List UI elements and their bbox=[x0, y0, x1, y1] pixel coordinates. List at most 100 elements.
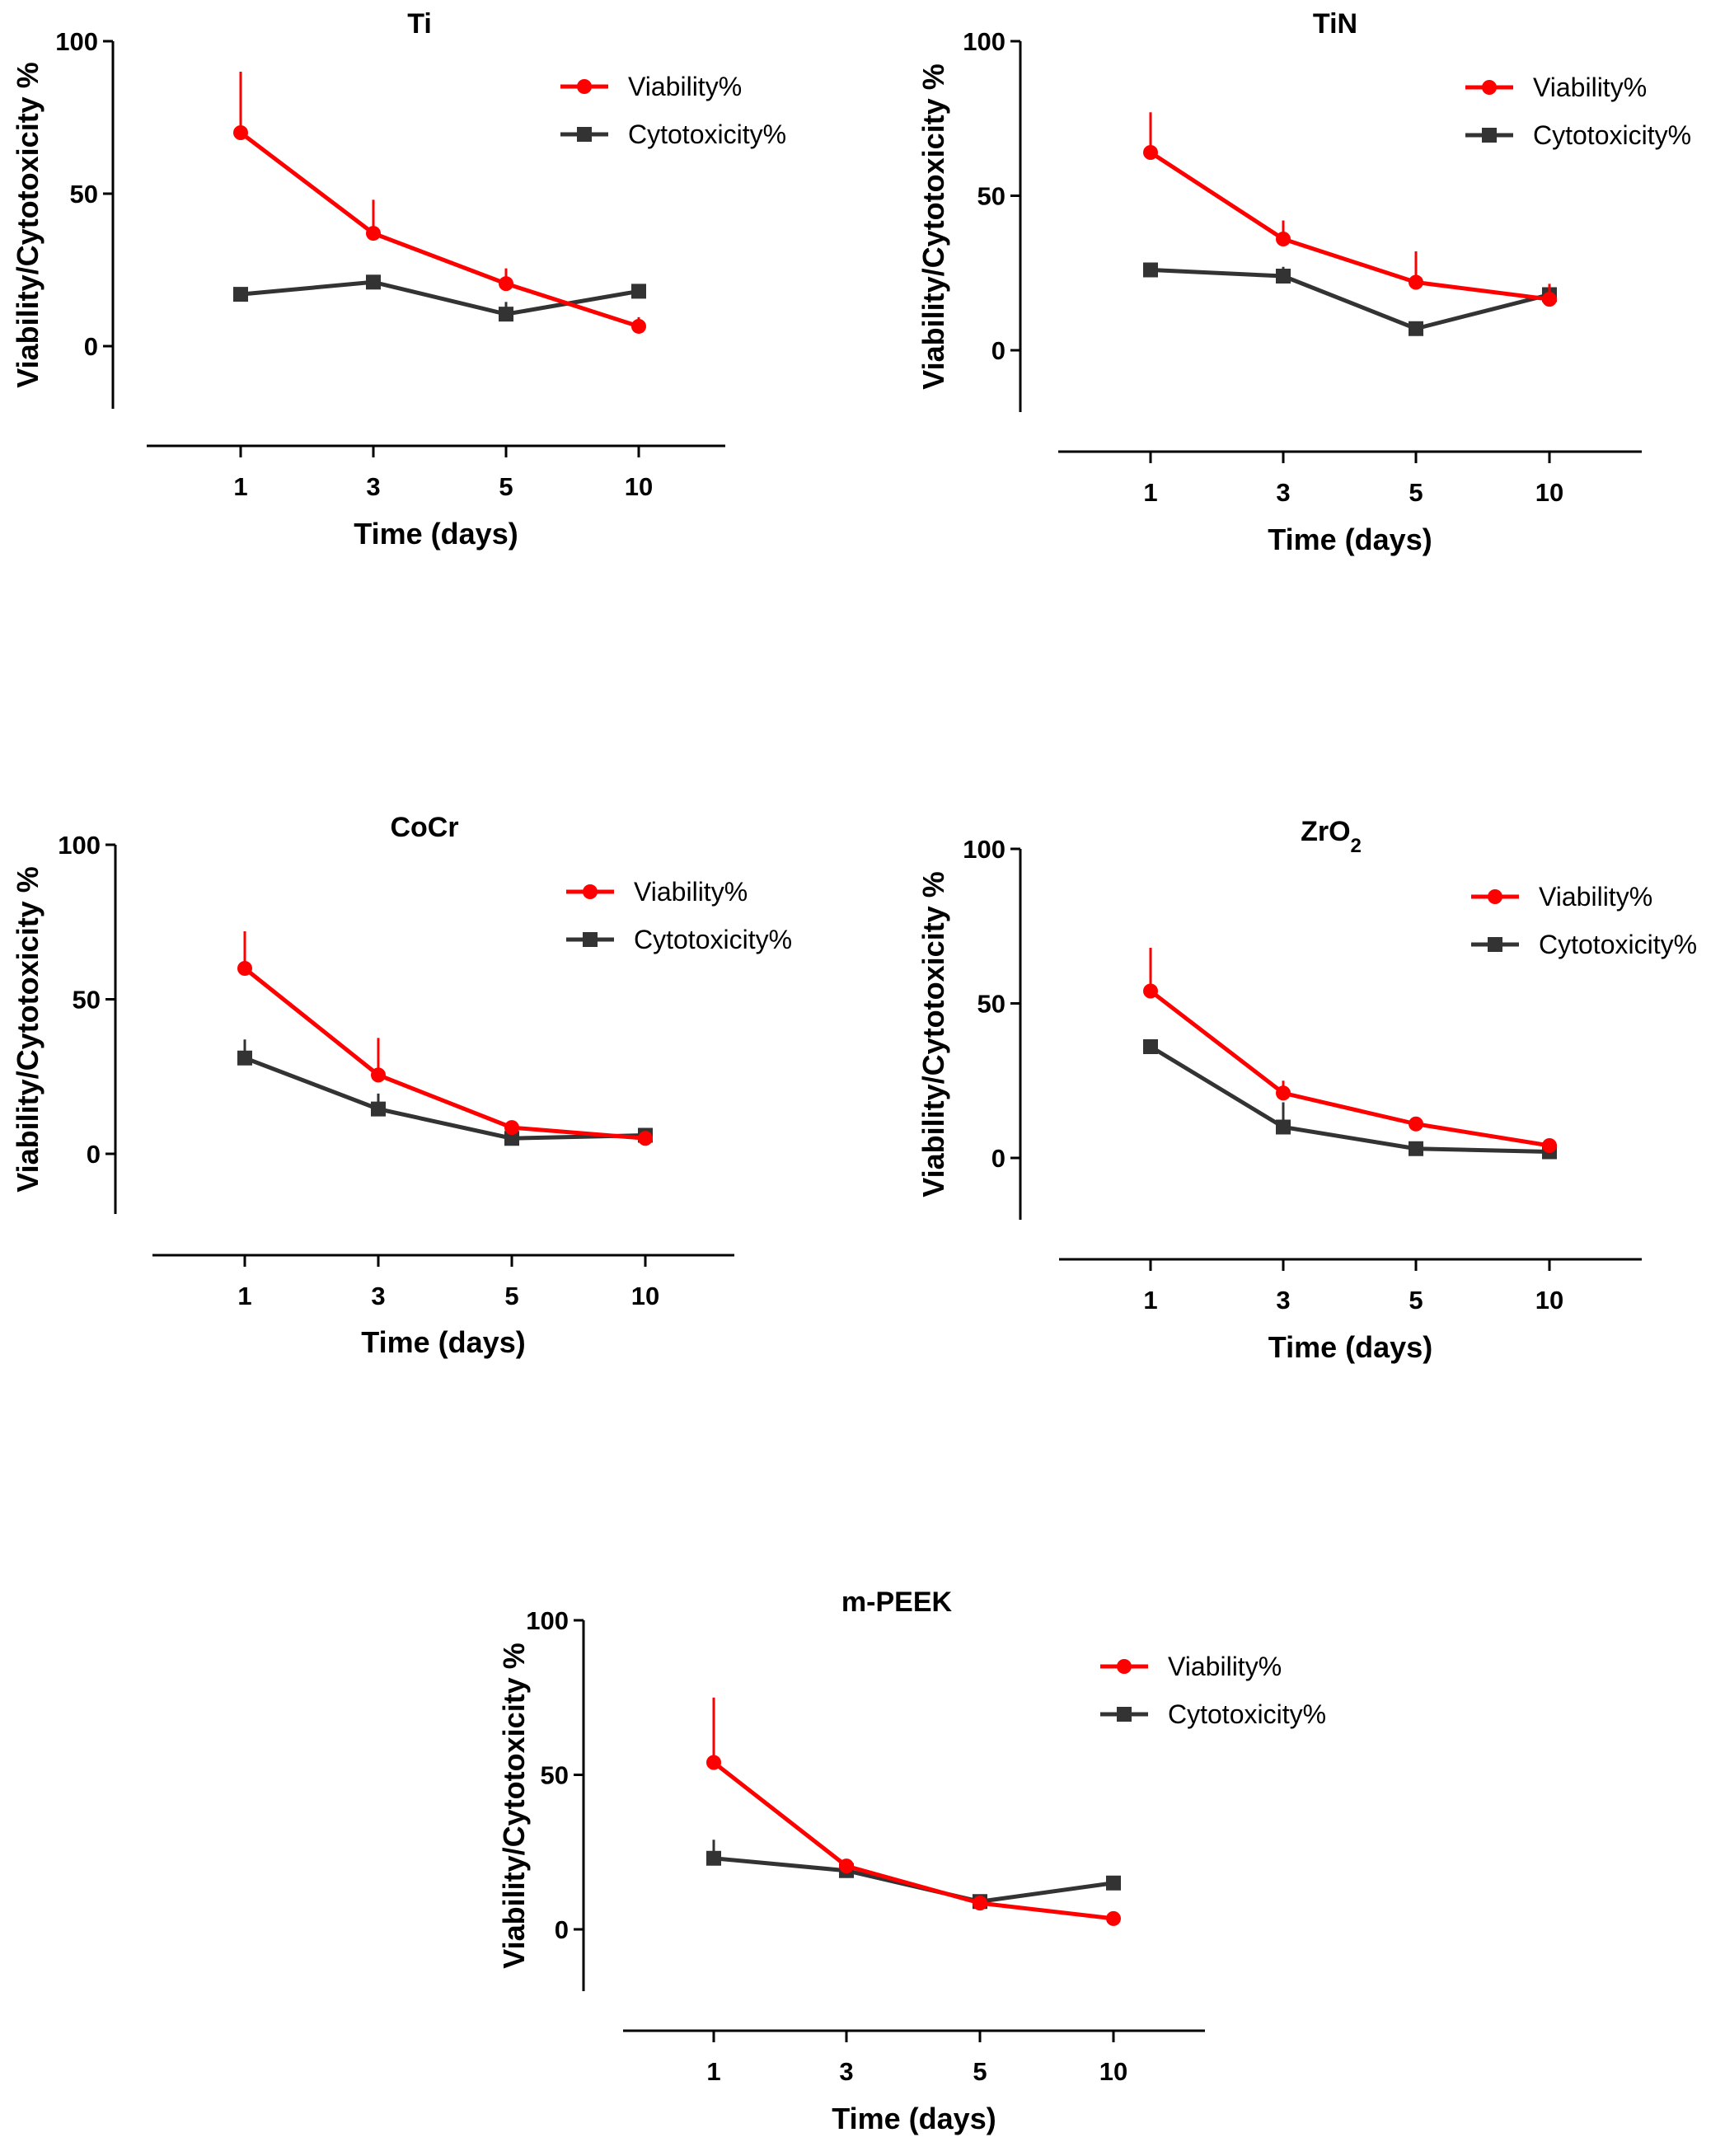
legend-item-viability: Viability% bbox=[1471, 882, 1652, 912]
x-axis-label: Time (days) bbox=[361, 1325, 525, 1359]
x-axis-label: Time (days) bbox=[832, 2102, 996, 2135]
data-point bbox=[499, 276, 513, 292]
x-axis-label: Time (days) bbox=[354, 517, 518, 551]
y-tick-label: 100 bbox=[58, 831, 101, 860]
data-point bbox=[631, 318, 646, 334]
legend-item-cytotoxicity: Cytotoxicity% bbox=[1465, 120, 1691, 150]
chart-panel-5: m-PEEK 0 50 100 Viability/Cytotoxicity % 1 3 5 1… bbox=[497, 1587, 1326, 2135]
x-tick-label: 10 bbox=[1535, 1286, 1563, 1315]
x-tick-label: 5 bbox=[504, 1282, 518, 1310]
series-line bbox=[239, 131, 640, 329]
legend-marker-circle bbox=[577, 79, 592, 94]
chart-title-subscript: 2 bbox=[1351, 835, 1362, 857]
data-point bbox=[1276, 1085, 1291, 1101]
series-cytotoxicity bbox=[706, 1840, 1121, 1910]
data-point bbox=[1143, 1039, 1158, 1054]
data-point bbox=[366, 226, 381, 241]
series-line bbox=[240, 279, 640, 316]
legend-marker-circle bbox=[1117, 1659, 1132, 1674]
chart-title: CoCr bbox=[390, 812, 458, 843]
y-axis-label: Viability/Cytotoxicity % bbox=[916, 871, 950, 1197]
chart-panel-2: TiN 0 50 100 Viability/Cytotoxicity % 1 3 5 10 Ti… bbox=[916, 8, 1691, 556]
legend-item-viability: Viability% bbox=[1100, 1652, 1282, 1681]
legend-item-viability: Viability% bbox=[566, 877, 748, 907]
y-tick-label: 0 bbox=[87, 1140, 101, 1169]
x-axis-label: Time (days) bbox=[1268, 523, 1432, 556]
x-axis-label: Time (days) bbox=[1268, 1330, 1432, 1364]
data-point bbox=[1143, 262, 1158, 278]
y-tick-label: 50 bbox=[541, 1761, 569, 1790]
y-tick-label: 50 bbox=[977, 182, 1005, 211]
series-cytotoxicity bbox=[1143, 1039, 1557, 1160]
series-viability bbox=[706, 1697, 1121, 1926]
legend-marker-circle bbox=[583, 884, 598, 899]
legend-item-cytotoxicity: Cytotoxicity% bbox=[1100, 1699, 1326, 1729]
y-tick-label: 100 bbox=[55, 27, 98, 56]
y-tick-label: 0 bbox=[555, 1915, 569, 1944]
legend-item-cytotoxicity: Cytotoxicity% bbox=[1471, 930, 1697, 959]
legend-marker-circle bbox=[1488, 889, 1502, 904]
series-cytotoxicity bbox=[233, 274, 646, 322]
series-line bbox=[1150, 268, 1550, 331]
data-point bbox=[499, 307, 513, 322]
series-line bbox=[1149, 150, 1550, 302]
x-tick-label: 3 bbox=[366, 472, 380, 501]
legend-label: Cytotoxicity% bbox=[1533, 120, 1691, 150]
y-axis-label: Viability/Cytotoxicity % bbox=[916, 63, 950, 389]
legend-marker-square bbox=[1488, 937, 1502, 952]
legend-label: Cytotoxicity% bbox=[1168, 1699, 1326, 1729]
data-point bbox=[631, 284, 646, 299]
series-cytotoxicity bbox=[237, 1039, 653, 1146]
y-tick-label: 50 bbox=[70, 180, 98, 209]
data-point bbox=[1542, 292, 1557, 307]
legend-marker-square bbox=[577, 127, 592, 142]
data-point bbox=[504, 1131, 519, 1146]
legend-label: Viability% bbox=[1533, 73, 1647, 102]
series-viability bbox=[1143, 112, 1557, 307]
y-tick-label: 0 bbox=[991, 336, 1005, 365]
data-point bbox=[1409, 274, 1423, 290]
data-point bbox=[638, 1131, 653, 1146]
x-tick-label: 1 bbox=[233, 472, 247, 501]
chart-panel-3: CoCr 0 50 100 Viability/Cytotoxicity % 1 3 5 10 T… bbox=[11, 812, 792, 1359]
series-viability bbox=[1143, 948, 1557, 1153]
series-line bbox=[1149, 1044, 1550, 1154]
chart-title: Ti bbox=[407, 8, 432, 40]
x-tick-label: 10 bbox=[1099, 2057, 1127, 2086]
data-point bbox=[233, 287, 248, 302]
y-tick-label: 100 bbox=[963, 27, 1005, 56]
legend-label: Cytotoxicity% bbox=[628, 120, 786, 149]
y-tick-label: 50 bbox=[73, 986, 101, 1015]
series-cytotoxicity bbox=[1143, 262, 1557, 336]
data-point bbox=[237, 961, 252, 976]
chart-title: TiN bbox=[1313, 8, 1357, 40]
data-point bbox=[1143, 145, 1158, 160]
data-point bbox=[1276, 269, 1291, 284]
data-point bbox=[839, 1858, 854, 1874]
data-point bbox=[706, 1755, 721, 1770]
x-tick-label: 5 bbox=[973, 2057, 987, 2086]
series-line bbox=[243, 967, 646, 1141]
y-tick-label: 100 bbox=[526, 1606, 569, 1635]
legend-label: Viability% bbox=[1539, 882, 1652, 912]
data-point bbox=[1106, 1910, 1121, 1926]
legend-label: Viability% bbox=[634, 877, 748, 907]
chart-panel-1: Ti 0 50 100 Viability/Cytotoxicity % 1 3 5 10 Tim… bbox=[11, 8, 786, 551]
chart-panel-4: ZrO2 0 50 100 Viability/Cytotoxicity % 1 3 5 10 T… bbox=[916, 816, 1697, 1364]
chart-title: ZrO2 bbox=[1301, 816, 1362, 857]
series-line bbox=[1149, 989, 1550, 1148]
data-point bbox=[973, 1896, 987, 1911]
series-line bbox=[712, 1760, 1114, 1921]
legend-marker-square bbox=[583, 932, 598, 947]
legend-label: Cytotoxicity% bbox=[634, 925, 792, 954]
x-tick-label: 1 bbox=[237, 1282, 251, 1310]
legend-label: Viability% bbox=[628, 72, 742, 101]
series-viability bbox=[237, 931, 653, 1146]
data-point bbox=[1276, 1119, 1291, 1135]
x-tick-label: 3 bbox=[839, 2057, 853, 2086]
data-point bbox=[233, 125, 248, 140]
y-axis-label: Viability/Cytotoxicity % bbox=[11, 866, 45, 1192]
legend-marker-square bbox=[1117, 1707, 1132, 1722]
series-line bbox=[713, 1856, 1114, 1904]
